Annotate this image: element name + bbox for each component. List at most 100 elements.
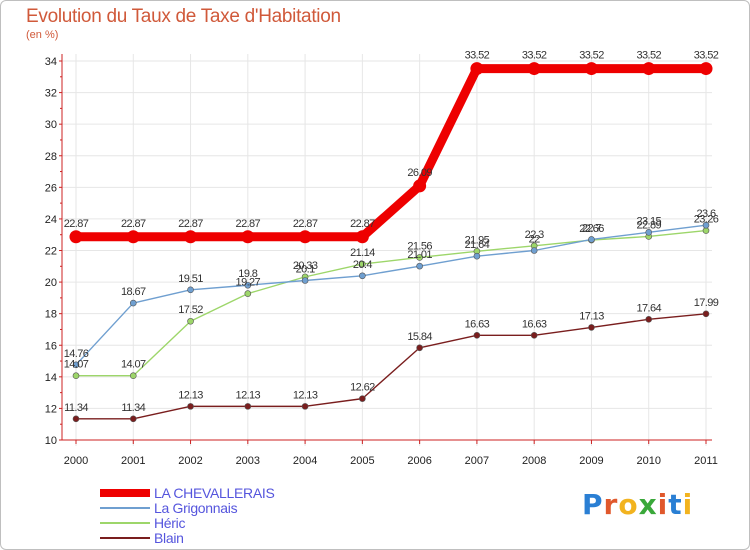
data-label: 21.01 (407, 249, 432, 261)
data-point-0 (470, 62, 484, 76)
data-point-2 (244, 290, 252, 297)
data-point-3 (187, 403, 194, 410)
data-point-1 (473, 252, 481, 260)
y-tick-label: 18 (45, 309, 57, 321)
y-tick-label: 26 (45, 182, 57, 194)
x-tick-label: 2005 (350, 455, 374, 467)
data-label: 11.34 (64, 402, 88, 414)
data-label: 17.13 (579, 310, 604, 322)
data-label: 15.84 (407, 331, 432, 343)
y-tick-label: 22 (45, 246, 57, 258)
data-point-3 (473, 332, 481, 339)
data-label: 33.52 (579, 50, 604, 62)
data-point-2 (359, 260, 366, 268)
data-label: 11.34 (121, 402, 145, 414)
y-tick-label: 28 (45, 151, 57, 163)
x-tick-label: 2003 (236, 455, 260, 467)
data-label: 21.64 (465, 239, 490, 251)
data-label: 14.07 (121, 359, 146, 371)
series-line-1 (75, 224, 707, 366)
data-point-0 (699, 62, 713, 76)
chart-title: Evolution du Taux de Taxe d'Habitation (26, 6, 341, 27)
data-labels: 22.87 22.87 22.87 22.87 22.87 22.87 26.09 33.52… (64, 50, 720, 414)
data-point-3 (301, 403, 309, 410)
data-point-1 (301, 277, 309, 284)
x-tick-label: 2000 (64, 455, 88, 467)
data-label: 23.15 (636, 215, 661, 227)
logo-letter: x (638, 488, 658, 521)
data-label: 16.63 (465, 318, 490, 330)
data-point-1 (702, 221, 710, 229)
proxiti-logo: Proxiti (582, 488, 693, 521)
logo-letter: o (618, 488, 639, 521)
logo-letter: i (657, 488, 669, 521)
data-point-0 (298, 230, 312, 244)
legend-item-la-grigonnais: La Grigonnais (100, 500, 360, 516)
y-tick-label: 14 (45, 372, 57, 384)
series-lines (69, 62, 713, 423)
x-tick-label: 2006 (407, 455, 431, 467)
data-point-0 (126, 230, 140, 244)
data-label: 14.07 (64, 359, 89, 371)
data-point-2 (72, 372, 80, 380)
data-label: 19.27 (236, 277, 261, 289)
data-label: 22.3 (525, 229, 544, 241)
logo-letter: i (682, 488, 694, 521)
data-point-0 (642, 62, 656, 76)
x-tick-label: 2004 (293, 455, 317, 467)
data-label: 12.13 (293, 389, 318, 401)
x-tick-label: 2009 (579, 455, 603, 467)
series-line-0 (71, 64, 711, 242)
data-point-2 (129, 372, 137, 380)
series-line-3 (75, 313, 707, 420)
data-point-3 (416, 344, 423, 352)
data-label: 33.52 (636, 50, 661, 62)
legend-label-la-chevallerais: LA CHEVALLERAIS (154, 485, 275, 501)
data-label: 26.09 (407, 167, 432, 179)
y-tick-label: 20 (45, 277, 57, 289)
x-tick-label: 2011 (694, 455, 718, 467)
data-label: 21.56 (407, 240, 432, 252)
x-tick-label: 2010 (636, 455, 660, 467)
x-tick-label: 2001 (121, 455, 145, 467)
data-label: 23.6 (696, 208, 715, 220)
logo-letter: r (603, 488, 619, 521)
legend-label-heric: Héric (154, 515, 186, 531)
data-label: 33.52 (522, 50, 547, 62)
data-label: 22.87 (121, 218, 146, 230)
data-label: 22.89 (636, 219, 661, 231)
data-point-0 (241, 230, 255, 244)
data-label: 22.87 (350, 218, 375, 230)
data-point-3 (244, 403, 252, 410)
data-point-0 (184, 230, 198, 244)
data-label: 33.52 (694, 50, 719, 62)
legend-item-la-chevallerais: LA CHEVALLERAIS (100, 485, 360, 501)
data-point-1 (187, 286, 194, 294)
data-label: 20.1 (296, 264, 315, 276)
legend-item-blain: Blain (100, 530, 360, 546)
legend-swatch-blain (100, 537, 150, 539)
data-point-0 (584, 62, 598, 76)
data-point-2 (187, 317, 194, 325)
data-point-1 (588, 236, 595, 243)
legend-label-la-grigonnais: La Grigonnais (154, 500, 238, 516)
data-label: 19.51 (178, 273, 203, 285)
data-label: 18.67 (121, 286, 146, 298)
legend-swatch-la-grigonnais (100, 507, 150, 509)
data-label: 12.13 (236, 389, 261, 401)
data-label: 17.99 (694, 297, 719, 309)
data-label: 22.87 (64, 218, 89, 230)
data-point-3 (129, 415, 137, 423)
y-tick-label: 12 (45, 403, 57, 415)
x-tick-label: 2002 (178, 455, 202, 467)
data-label: 12.62 (350, 382, 375, 394)
data-label: 33.52 (465, 50, 490, 62)
data-point-1 (129, 299, 137, 307)
unit-label: (en %) (26, 29, 59, 41)
data-label: 14.76 (64, 348, 89, 360)
data-label: 22.87 (293, 218, 318, 230)
x-tick-label: 2008 (522, 455, 546, 467)
data-point-1 (72, 361, 80, 369)
legend-swatch-heric (100, 522, 150, 524)
